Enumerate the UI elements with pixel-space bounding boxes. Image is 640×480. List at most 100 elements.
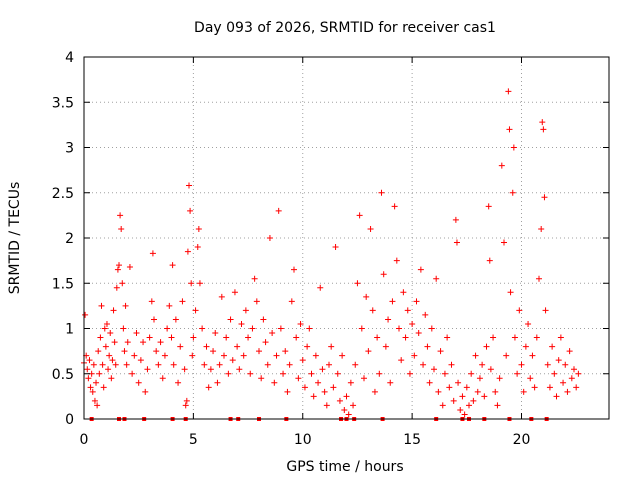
data-point [218,293,225,300]
x-tick-label: 15 [403,432,421,448]
data-point [406,370,413,377]
data-point [236,366,243,373]
data-point [249,325,256,332]
data-point [84,366,91,373]
data-point [177,343,184,350]
data-point [350,402,357,409]
data-point [486,257,493,264]
y-tick-label: 1 [65,322,74,338]
data-point [479,361,486,368]
data-point [135,379,142,386]
data-point [196,280,203,287]
data-point [387,379,394,386]
data-point [363,293,370,300]
data-point [422,311,429,318]
data-point [433,275,440,282]
data-point [124,339,131,346]
data-point [142,388,149,395]
data-point [120,325,127,332]
data-point [121,348,128,355]
data-point [426,379,433,386]
data-point [509,189,516,196]
data-point [187,207,194,214]
data-point [184,248,191,255]
data-point [286,361,293,368]
data-point [538,225,545,232]
data-point [212,330,219,337]
data-point [223,334,230,341]
data-point [182,402,189,409]
data-point [453,239,460,246]
data-point [520,388,527,395]
data-point [498,162,505,169]
data-point [97,334,104,341]
data-point [376,370,383,377]
data-point [216,361,223,368]
data-point [485,203,492,210]
y-tick-labels: 0 0.5 1 1.5 2 2.5 3 3.5 4 [52,50,74,428]
data-point [525,320,532,327]
data-point [506,126,513,133]
data-point [385,316,392,323]
data-point [271,379,278,386]
data-point [188,280,195,287]
data-point [304,343,311,350]
data-point [339,352,346,359]
data-point [172,316,179,323]
data-point [288,298,295,305]
data-point [100,384,107,391]
data-point [560,379,567,386]
data-point [531,384,538,391]
data-point [404,307,411,314]
data-point [310,393,317,400]
y-axis-label: SRMTID / TECUs [7,182,23,295]
data-point [146,334,153,341]
data-point [148,298,155,305]
data-point [400,289,407,296]
data-point [89,388,96,395]
y-tick-label: 2.5 [52,186,74,202]
data-point [437,348,444,355]
data-point [85,375,92,382]
data-point [155,361,162,368]
data-point [225,370,232,377]
data-point [413,298,420,305]
data-point [361,375,367,382]
data-point [82,311,89,318]
y-tick-label: 0 [65,412,74,428]
data-point [455,379,462,386]
data-point [369,307,376,314]
data-point [144,366,151,373]
data-point [227,316,234,323]
data-point [140,339,147,346]
data-point [297,320,304,327]
data-point [450,397,457,404]
data-point [483,343,490,350]
data-point [251,275,258,282]
data-point [382,343,389,350]
data-point [258,375,265,382]
data-point [409,320,416,327]
data-point [415,330,422,337]
data-point [299,357,306,364]
data-point [207,366,214,373]
data-point [253,298,260,305]
data-point [240,352,247,359]
data-point [354,280,361,287]
data-point [295,375,302,382]
data-point [514,370,521,377]
data-point [446,384,453,391]
data-point [389,298,396,305]
x-tick-label: 10 [294,432,312,448]
data-point [189,352,196,359]
data-point [161,352,168,359]
data-point [194,244,201,251]
data-point [221,352,227,359]
data-point [555,357,562,364]
data-point [522,343,529,350]
data-point [330,384,337,391]
data-point [459,393,466,400]
data-point [507,289,514,296]
data-point [424,343,431,350]
data-point [461,411,468,418]
